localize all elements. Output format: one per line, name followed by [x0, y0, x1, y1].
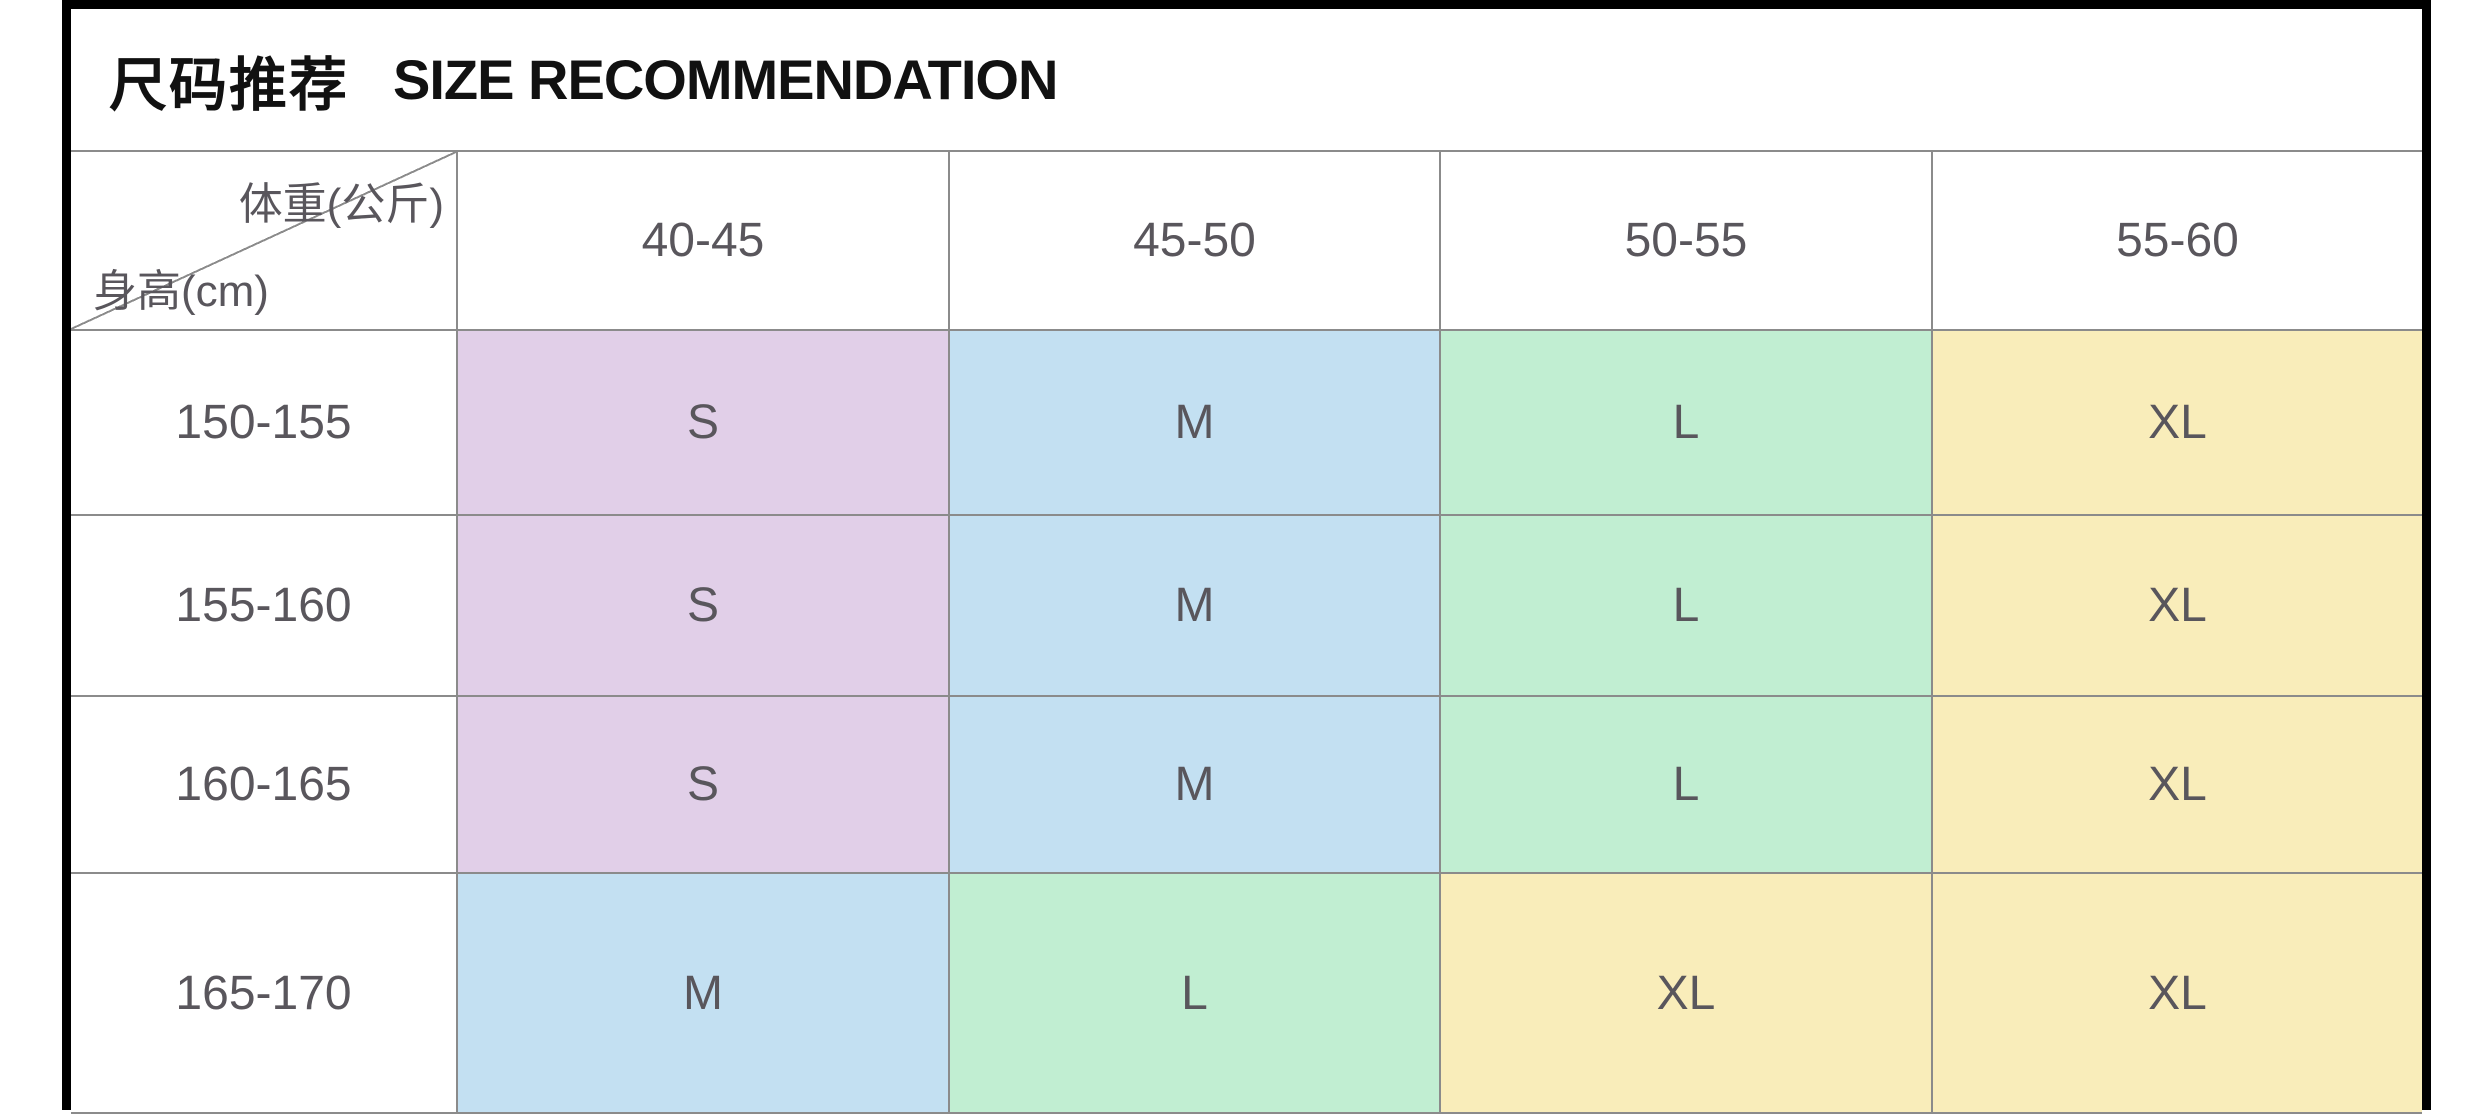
size-recommendation-table: 尺码推荐 SIZE RECOMMENDATION 体重(公斤) 身高(cm) 4… [62, 0, 2431, 1114]
column-header-55-60: 55-60 [1933, 152, 2422, 331]
size-cell: M [950, 697, 1441, 874]
title-bar: 尺码推荐 SIZE RECOMMENDATION [71, 9, 2422, 152]
size-grid: 体重(公斤) 身高(cm) 40-45 45-50 50-55 55-60 15… [71, 152, 2422, 1114]
size-cell: L [1441, 516, 1933, 697]
size-cell: S [458, 697, 950, 874]
row-label-155-160: 155-160 [71, 516, 458, 697]
row-label-165-170: 165-170 [71, 874, 458, 1114]
size-cell: XL [1933, 331, 2422, 516]
column-header-40-45: 40-45 [458, 152, 950, 331]
size-cell: L [950, 874, 1441, 1114]
height-axis-label: 身高(cm) [93, 267, 269, 316]
page-title-zh: 尺码推荐 [109, 52, 350, 118]
size-cell: XL [1933, 874, 2422, 1114]
size-cell: S [458, 516, 950, 697]
row-label-150-155: 150-155 [71, 331, 458, 516]
size-cell: S [458, 331, 950, 516]
column-header-45-50: 45-50 [950, 152, 1441, 331]
row-label-160-165: 160-165 [71, 697, 458, 874]
weight-axis-label: 体重(公斤) [238, 180, 444, 229]
size-cell: M [458, 874, 950, 1114]
size-cell: XL [1933, 516, 2422, 697]
page-title-en: SIZE RECOMMENDATION [393, 48, 1058, 111]
header-corner-cell: 体重(公斤) 身高(cm) [71, 152, 458, 331]
size-cell: L [1441, 331, 1933, 516]
column-header-50-55: 50-55 [1441, 152, 1933, 331]
size-cell: XL [1441, 874, 1933, 1114]
size-cell: M [950, 331, 1441, 516]
size-cell: XL [1933, 697, 2422, 874]
size-cell: M [950, 516, 1441, 697]
size-cell: L [1441, 697, 1933, 874]
